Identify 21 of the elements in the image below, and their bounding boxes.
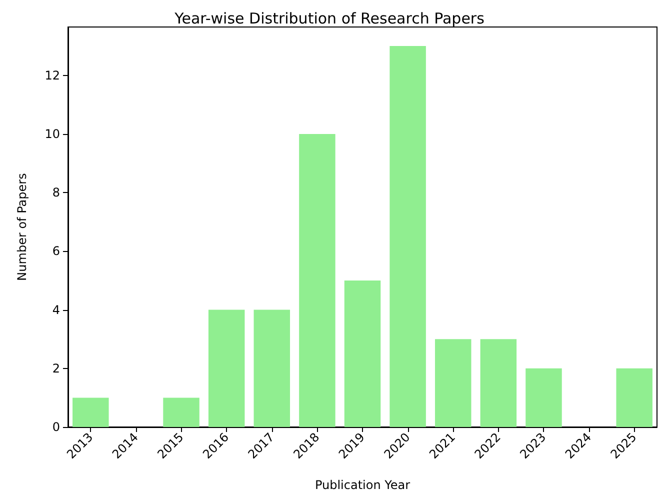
y-tick-label: 6 <box>52 244 60 258</box>
bar <box>616 368 652 427</box>
bar <box>390 46 426 427</box>
bar <box>72 398 109 427</box>
bar <box>254 310 290 427</box>
bar <box>480 339 517 427</box>
bar <box>434 339 472 427</box>
bar <box>163 398 200 427</box>
y-tick-label: 8 <box>52 186 60 200</box>
y-tick-label: 2 <box>52 361 60 376</box>
bar <box>208 310 245 427</box>
y-tick-label: 12 <box>44 68 60 82</box>
x-axis-title: Publication Year <box>314 478 410 492</box>
y-tick-label: 10 <box>44 126 60 141</box>
chart-title: Year-wise Distribution of Research Papers <box>174 10 485 28</box>
bar <box>344 280 381 427</box>
bar <box>299 134 336 427</box>
y-tick-label: 0 <box>52 420 60 434</box>
bar <box>526 368 562 427</box>
y-axis-title: Number of Papers <box>15 173 29 281</box>
y-tick-label: 4 <box>52 302 60 317</box>
